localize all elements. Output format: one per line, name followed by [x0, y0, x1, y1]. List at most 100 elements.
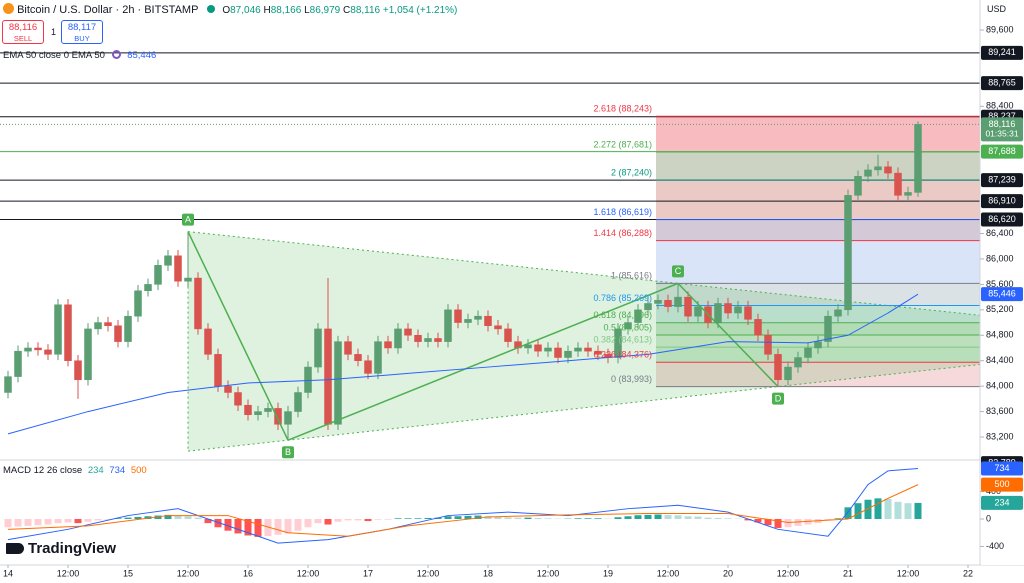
x-tick-label: 20	[723, 568, 733, 578]
fib-band	[656, 347, 980, 363]
histogram-bar	[794, 519, 802, 526]
histogram-bar	[124, 517, 132, 520]
price-badge-label: 89,241	[988, 47, 1016, 57]
buy-button[interactable]: 88,117 BUY	[61, 20, 103, 44]
candle-body	[254, 411, 262, 416]
candle-body	[154, 265, 162, 285]
histogram-bar	[784, 519, 792, 528]
buy-price: 88,117	[67, 22, 97, 33]
candle-body	[484, 315, 492, 326]
candle-body	[524, 344, 532, 349]
candle-body	[694, 306, 702, 317]
candle-body	[634, 309, 642, 323]
candle-body	[134, 290, 142, 317]
histogram-bar	[294, 519, 302, 531]
histogram-bar	[714, 517, 722, 520]
label: H	[263, 5, 271, 16]
y-tick-label: -400	[986, 541, 1004, 551]
x-tick-label: 12:00	[177, 568, 200, 578]
histogram-bar	[584, 518, 592, 520]
candle-body	[224, 385, 232, 393]
price-badge	[981, 495, 1023, 510]
histogram-bar	[664, 514, 672, 520]
candle-body	[234, 392, 242, 406]
candle-body	[364, 360, 372, 374]
histogram-bar	[684, 516, 692, 520]
candle-body	[424, 338, 432, 342]
histogram-bar	[254, 519, 262, 537]
candle-body	[794, 357, 802, 368]
change: +1,054 (+1.21%)	[382, 5, 458, 16]
sell-price: 88,116	[8, 22, 38, 33]
x-tick-label: 14	[3, 568, 13, 578]
candle-body	[654, 300, 662, 304]
histogram-bar	[894, 501, 902, 520]
price-badge	[981, 45, 1023, 60]
candle-body	[24, 347, 32, 352]
fib-band	[656, 180, 980, 220]
x-tick-label: 18	[483, 568, 493, 578]
histogram-bar	[334, 519, 342, 522]
ema-line	[7, 293, 919, 435]
histogram-bar	[24, 519, 32, 526]
histogram-bar	[454, 516, 462, 520]
histogram-bar	[364, 519, 372, 522]
value: 86,979	[309, 5, 341, 16]
histogram-bar	[194, 517, 202, 520]
candle-body	[14, 350, 22, 377]
candle-body	[544, 347, 552, 352]
x-tick-label: 12:00	[417, 568, 440, 578]
candle-body	[84, 328, 92, 381]
histogram-bar	[904, 503, 912, 520]
sell-button[interactable]: 88,116 SELL	[2, 20, 44, 44]
y-tick-label: 84,400	[986, 355, 1014, 365]
histogram-bar	[224, 519, 232, 531]
histogram-bar	[304, 519, 312, 528]
fib-label: 0.618 (84,996)	[593, 310, 652, 320]
candle-body	[824, 315, 832, 342]
histogram-bar	[174, 515, 182, 520]
y-tick-label: 86,000	[986, 253, 1014, 263]
fib-band	[656, 283, 980, 306]
candle-body	[534, 344, 542, 352]
price-badge	[981, 173, 1023, 188]
histogram-bar	[674, 515, 682, 520]
candle-body	[814, 341, 822, 349]
price-badge	[981, 194, 1023, 209]
candle-body	[834, 309, 842, 317]
candle-body	[684, 296, 692, 317]
candle-body	[94, 322, 102, 330]
histogram-bar	[504, 517, 512, 520]
histogram-bar	[884, 499, 892, 520]
histogram-bar	[354, 519, 362, 521]
x-tick-label: 12:00	[657, 568, 680, 578]
pattern-leg	[287, 282, 679, 441]
price-badge-label: 86,620	[988, 214, 1016, 224]
histogram-bar	[84, 519, 92, 522]
candle-body	[584, 347, 592, 352]
histogram-bar	[774, 519, 782, 528]
x-tick-label: 21	[843, 568, 853, 578]
macd	[4, 468, 922, 544]
candle-body	[214, 354, 222, 387]
price-badge-label: 88,765	[988, 77, 1016, 87]
candle-body	[594, 350, 602, 355]
fib-label: 2.272 (87,681)	[593, 139, 652, 149]
histogram-bar	[214, 519, 222, 528]
ema-name: EMA 50 close 0 EMA 50	[3, 50, 105, 61]
price-badge	[981, 212, 1023, 227]
candle-body	[474, 315, 482, 320]
value: 87,046	[230, 5, 261, 16]
logo-icon	[6, 543, 24, 554]
fib-label: 1 (85,616)	[611, 271, 652, 281]
value: 88,166	[270, 5, 302, 16]
histogram-bar	[614, 517, 622, 520]
candle-body	[354, 354, 362, 361]
indicators	[7, 231, 919, 441]
candle-body	[454, 309, 462, 323]
histogram-bar	[164, 514, 172, 520]
fib-label: 0.786 (85,269)	[593, 293, 652, 303]
candle-body	[724, 303, 732, 314]
histogram-bar	[854, 503, 862, 520]
